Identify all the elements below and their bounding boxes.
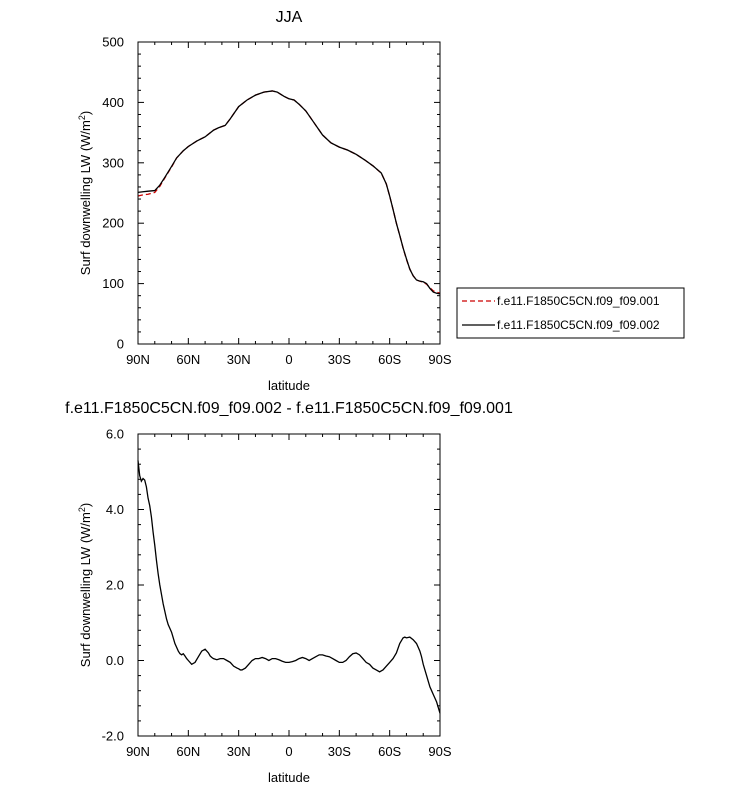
bottom-y-axis-label: Surf downwelling LW (W/m2) [77,503,93,667]
legend: f.e11.F1850C5CN.f09_f09.001 f.e11.F1850C… [456,287,685,339]
legend-label-series-1: f.e11.F1850C5CN.f09_f09.001 [497,294,660,308]
bottom-x-tick-label: 30N [227,744,251,759]
top-series-line-1 [137,90,441,294]
top-x-ticks: 90N 60N 30N 0 30S 60S 90S [126,42,452,367]
bottom-x-tick-label: 30S [328,744,351,759]
top-data-lines [137,90,441,295]
top-y-tick-label: 200 [102,216,124,231]
top-title: JJA [276,9,303,26]
top-x-tick-label: 60N [176,352,200,367]
top-y-tick-label: 0 [117,337,124,352]
bottom-y-tick-label: 4.0 [106,502,124,517]
top-series-line-2 [137,90,441,295]
bottom-y-ticks: -2.0 0.0 2.0 4.0 6.0 [102,427,440,744]
top-x-tick-label: 30N [227,352,251,367]
bottom-title: f.e11.F1850C5CN.f09_f09.002 - f.e11.F185… [65,400,513,417]
top-y-tick-label: 300 [102,155,124,170]
top-x-tick-label: 90S [428,352,451,367]
bottom-x-tick-label: 0 [285,744,292,759]
top-y-tick-label: 500 [102,35,124,50]
bottom-y-tick-label: -2.0 [102,729,124,744]
bottom-plot-frame [137,433,441,737]
top-x-tick-label: 30S [328,352,351,367]
top-y-axis-label: Surf downwelling LW (W/m2) [77,111,93,275]
top-x-tick-label: 90N [126,352,150,367]
top-panel: JJA 90N 60N 30N 0 30S 60S 90S 0 100 200 300 400 500… [77,9,452,393]
bottom-x-tick-label: 60N [176,744,200,759]
bottom-data-lines [137,460,441,714]
bottom-x-ticks: 90N 60N 30N 0 30S 60S 90S [126,434,452,759]
bottom-x-tick-label: 90N [126,744,150,759]
bottom-y-tick-label: 2.0 [106,578,124,593]
legend-label-series-2: f.e11.F1850C5CN.f09_f09.002 [497,318,660,332]
top-x-axis-label: latitude [268,378,310,393]
top-x-tick-label: 0 [285,352,292,367]
bottom-x-axis-label: latitude [268,770,310,785]
legend-frame [456,287,685,339]
top-x-tick-label: 60S [378,352,401,367]
bottom-x-tick-label: 60S [378,744,401,759]
top-y-tick-label: 100 [102,276,124,291]
top-y-ticks: 0 100 200 300 400 500 [102,35,440,352]
bottom-panel: f.e11.F1850C5CN.f09_f09.002 - f.e11.F185… [65,400,513,785]
bottom-series-line-1 [137,460,441,714]
top-y-tick-label: 400 [102,95,124,110]
bottom-y-tick-label: 0.0 [106,653,124,668]
bottom-y-tick-label: 6.0 [106,427,124,442]
top-plot-frame [137,41,441,345]
bottom-x-tick-label: 90S [428,744,451,759]
